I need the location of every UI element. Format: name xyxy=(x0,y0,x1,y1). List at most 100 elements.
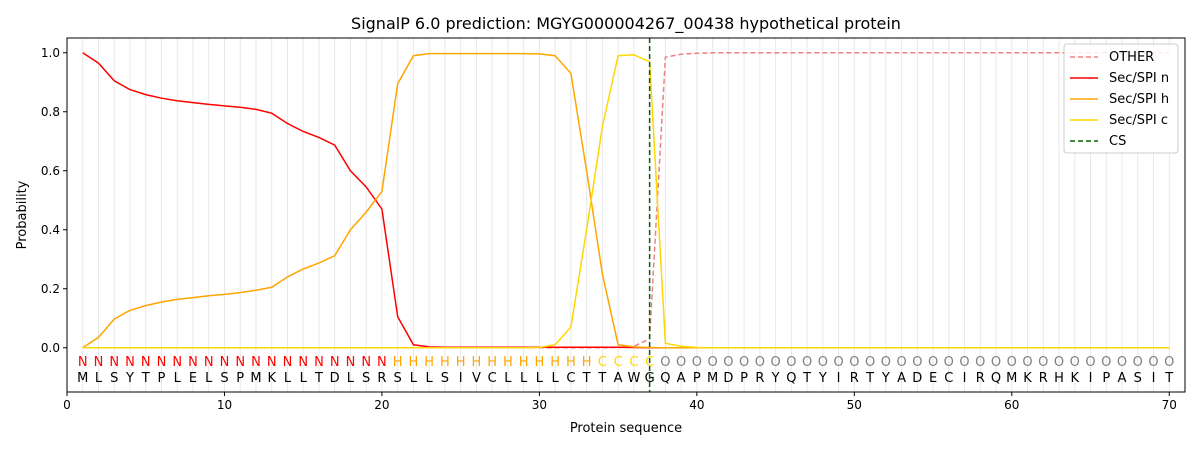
residue-label: N xyxy=(235,355,245,370)
residue-letter: A xyxy=(897,371,906,386)
legend-label: Sec/SPI h xyxy=(1109,92,1169,107)
residue-label: N xyxy=(267,355,277,370)
legend-label: Sec/SPI n xyxy=(1109,71,1169,86)
residue-letter: H xyxy=(1054,371,1064,386)
residue-label: O xyxy=(896,355,906,370)
residue-label: H xyxy=(393,355,403,370)
residue-label: O xyxy=(660,355,670,370)
residue-label: O xyxy=(1117,355,1127,370)
residue-label: C xyxy=(629,355,638,370)
residue-label: O xyxy=(755,355,765,370)
plot-frame xyxy=(66,37,1186,393)
residue-letter: C xyxy=(566,371,575,386)
residue-letter: S xyxy=(362,371,370,386)
residue-label: N xyxy=(298,355,308,370)
residue-letter: D xyxy=(330,371,340,386)
residue-letter: L xyxy=(205,371,213,386)
x-axis-label: Protein sequence xyxy=(570,421,682,436)
series-line-sec-spi-n xyxy=(82,52,1170,349)
residue-label: O xyxy=(770,355,780,370)
residue-label: N xyxy=(361,355,371,370)
residue-label: O xyxy=(1133,355,1143,370)
residue-letter: L xyxy=(426,371,434,386)
residue-label: C xyxy=(598,355,607,370)
residue-letter: D xyxy=(723,371,733,386)
residue-letter: L xyxy=(284,371,292,386)
y-tick-label: 1.0 xyxy=(41,46,60,60)
residue-letter: K xyxy=(1071,371,1080,386)
series-line-other xyxy=(82,52,1170,349)
residue-label: N xyxy=(125,355,135,370)
residue-label: O xyxy=(676,355,686,370)
residue-letter: L xyxy=(95,371,103,386)
residue-label: N xyxy=(141,355,151,370)
y-tick-label: 0.0 xyxy=(41,341,60,355)
residue-letter: T xyxy=(141,371,150,386)
residue-letter: T xyxy=(802,371,811,386)
residue-letter: P xyxy=(1102,371,1110,386)
residue-label: H xyxy=(487,355,497,370)
residue-letter: D xyxy=(912,371,922,386)
residue-label: N xyxy=(283,355,293,370)
residue-label: H xyxy=(519,355,529,370)
residue-letter: M xyxy=(1006,371,1017,386)
residue-letter: K xyxy=(267,371,276,386)
residue-letter: M xyxy=(250,371,261,386)
x-tick-label: 60 xyxy=(1004,398,1019,412)
residue-letter: R xyxy=(850,371,859,386)
residue-label: N xyxy=(188,355,198,370)
residue-label: O xyxy=(959,355,969,370)
residue-letter: T xyxy=(582,371,591,386)
residue-letter: S xyxy=(441,371,449,386)
residue-label: O xyxy=(1038,355,1048,370)
residue-label: O xyxy=(865,355,875,370)
legend-label: OTHER xyxy=(1109,50,1154,65)
residue-letter: R xyxy=(377,371,386,386)
residue-letter: L xyxy=(520,371,528,386)
residue-label: O xyxy=(723,355,733,370)
residue-letter: A xyxy=(1118,371,1127,386)
residue-label: O xyxy=(975,355,985,370)
legend-label: CS xyxy=(1109,134,1126,149)
residue-label: O xyxy=(786,355,796,370)
residue-label: H xyxy=(440,355,450,370)
residue-label: O xyxy=(1085,355,1095,370)
residue-label: O xyxy=(1164,355,1174,370)
residue-label: N xyxy=(78,355,88,370)
residue-letter: I xyxy=(459,371,463,386)
residue-label: N xyxy=(330,355,340,370)
y-axis-label: Probability xyxy=(15,180,30,249)
y-tick-label: 0.4 xyxy=(41,223,60,237)
residue-label: O xyxy=(1148,355,1158,370)
residue-label: O xyxy=(944,355,954,370)
x-tick-label: 70 xyxy=(1162,398,1177,412)
residue-letter: L xyxy=(410,371,418,386)
residue-letter: I xyxy=(1152,371,1156,386)
residue-label: C xyxy=(614,355,623,370)
residue-label: O xyxy=(692,355,702,370)
residue-label: O xyxy=(991,355,1001,370)
residue-label: O xyxy=(818,355,828,370)
residue-letter: W xyxy=(627,371,640,386)
residue-letter: C xyxy=(488,371,497,386)
residue-label: H xyxy=(456,355,466,370)
residue-label: O xyxy=(881,355,891,370)
residue-label: H xyxy=(582,355,592,370)
residue-label: N xyxy=(94,355,104,370)
residue-label: H xyxy=(566,355,576,370)
residue-letter: S xyxy=(394,371,402,386)
residue-letter: A xyxy=(677,371,686,386)
residue-letter: P xyxy=(693,371,701,386)
residue-letter: L xyxy=(504,371,512,386)
residue-letter: Y xyxy=(881,371,890,386)
residue-label: N xyxy=(109,355,119,370)
residue-letter: T xyxy=(865,371,874,386)
series-line-sec-spi-c xyxy=(82,54,1170,349)
residue-letter: E xyxy=(189,371,197,386)
residue-label: O xyxy=(1101,355,1111,370)
residue-letter: I xyxy=(963,371,967,386)
residue-letter: Q xyxy=(991,371,1001,386)
residue-label: N xyxy=(377,355,387,370)
residue-label: O xyxy=(849,355,859,370)
